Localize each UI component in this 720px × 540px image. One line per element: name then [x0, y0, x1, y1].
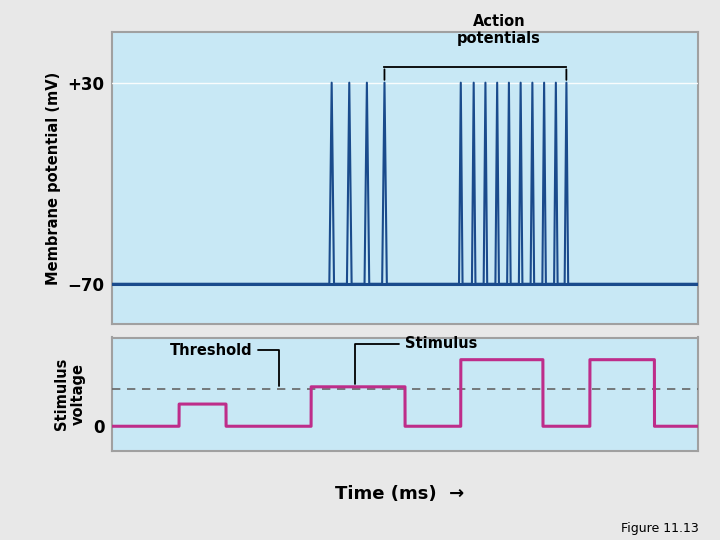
- Y-axis label: Stimulus
voltage: Stimulus voltage: [54, 358, 86, 430]
- Text: Threshold: Threshold: [171, 343, 279, 387]
- Text: Time (ms)  →: Time (ms) →: [335, 485, 464, 503]
- Text: Figure 11.13: Figure 11.13: [621, 522, 698, 535]
- Text: Action
potentials: Action potentials: [457, 14, 541, 46]
- Y-axis label: Membrane potential (mV): Membrane potential (mV): [45, 72, 60, 285]
- Text: Stimulus: Stimulus: [355, 336, 477, 384]
